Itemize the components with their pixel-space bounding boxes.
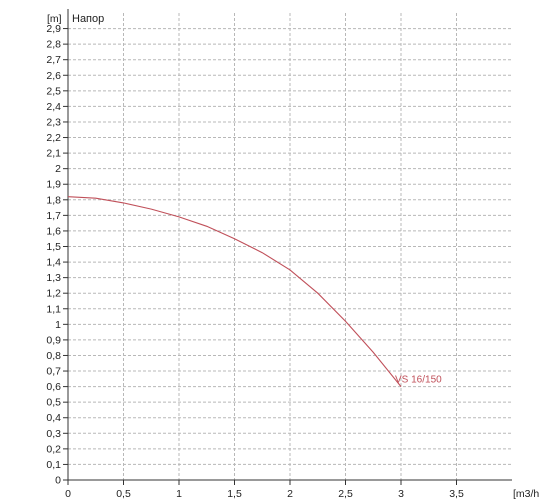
y-tick-label: 1,7	[46, 210, 61, 222]
y-tick-label: 2,4	[46, 101, 61, 113]
y-tick-label: 1,9	[46, 179, 61, 191]
y-tick-label: 2	[55, 163, 61, 175]
y-tick-label: 0,8	[46, 350, 61, 362]
y-tick-label: 0,7	[46, 366, 61, 378]
chart-title: Напор	[72, 13, 104, 25]
tick-labels: 0 0,1 0,2 0,3 0,4 0,5 0,6 0,7 0,8 0,9 1 1,1 1,2 1,3 1,…	[46, 23, 464, 500]
y-tick-label: 2,6	[46, 70, 61, 82]
x-tick-label: 0	[65, 488, 71, 500]
y-tick-label: 1,2	[46, 288, 61, 300]
series-line	[67, 196, 402, 387]
series-lines: VS 16/150	[67, 196, 442, 387]
y-tick-label: 1,6	[46, 225, 61, 237]
grid-lines	[68, 13, 512, 480]
x-tick-label: 1,5	[227, 488, 242, 500]
y-tick-label: 2,3	[46, 116, 61, 128]
x-tick-label: 1	[176, 488, 182, 500]
y-tick-label: 0,3	[46, 428, 61, 440]
y-tick-label: 1,8	[46, 194, 61, 206]
x-tick-label: 3	[398, 488, 404, 500]
y-tick-label: 0	[55, 475, 61, 487]
x-tick-label: 0,5	[116, 488, 131, 500]
y-tick-label: 1,4	[46, 257, 61, 269]
x-tick-label: 2,5	[338, 488, 353, 500]
y-tick-label: 2,9	[46, 23, 61, 35]
y-axis-unit-label: [m]	[47, 13, 62, 25]
y-tick-label: 2,5	[46, 85, 61, 97]
tick-marks	[63, 28, 457, 485]
y-tick-label: 2,7	[46, 54, 61, 66]
y-tick-label: 0,6	[46, 381, 61, 393]
y-tick-label: 2,8	[46, 39, 61, 51]
y-tick-label: 1	[55, 319, 61, 331]
x-tick-label: 2	[287, 488, 293, 500]
y-tick-label: 0,9	[46, 334, 61, 346]
series-label: VS 16/150	[395, 375, 442, 386]
y-tick-label: 1,3	[46, 272, 61, 284]
y-tick-label: 0,4	[46, 412, 61, 424]
x-tick-label: 3,5	[449, 488, 464, 500]
y-tick-label: 1,1	[46, 303, 61, 315]
y-tick-label: 1,5	[46, 241, 61, 253]
y-tick-label: 0,2	[46, 443, 61, 455]
y-tick-label: 0,5	[46, 397, 61, 409]
x-axis-unit-label: [m3/h	[513, 488, 539, 500]
y-tick-label: 2,2	[46, 132, 61, 144]
y-tick-label: 2,1	[46, 148, 61, 160]
y-tick-label: 0,1	[46, 459, 61, 471]
